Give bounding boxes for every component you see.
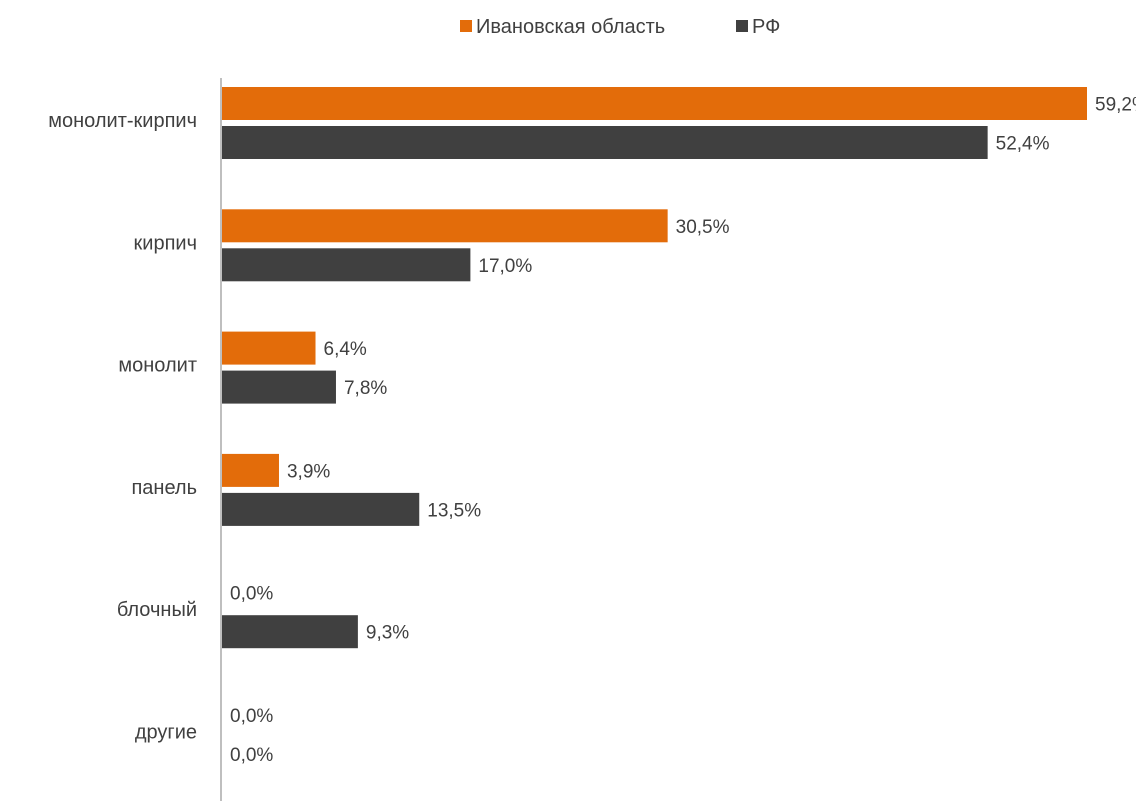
bar-rf [222, 126, 988, 159]
bar-ivanovo [222, 331, 316, 365]
bar-rf [222, 370, 336, 404]
bar-rf [222, 492, 420, 526]
bar-ivanovo [222, 87, 1087, 120]
data-label-rf: 9,3% [366, 623, 409, 644]
legend-label-ivanovo: Ивановская область [476, 16, 665, 38]
data-label-rf: 7,8% [344, 378, 387, 399]
category-label: монолит [118, 355, 197, 377]
category-label: блочный [117, 599, 197, 621]
data-label-rf: 13,5% [427, 500, 481, 521]
data-label-ivanovo: 0,0% [230, 706, 273, 727]
data-label-rf: 52,4% [996, 134, 1050, 155]
bar-ivanovo [222, 453, 279, 487]
legend-swatch-rf [736, 20, 748, 32]
legend-label-rf: РФ [752, 16, 780, 38]
bars [222, 87, 1087, 649]
category-label: панель [131, 477, 197, 499]
data-label-ivanovo: 59,2% [1095, 95, 1136, 116]
data-label-rf: 0,0% [230, 745, 273, 766]
category-label: монолит-кирпич [48, 110, 197, 132]
category-label: другие [135, 722, 197, 744]
bar-rf [222, 615, 358, 649]
legend-swatch-ivanovo [460, 20, 472, 32]
data-label-ivanovo: 6,4% [324, 339, 367, 360]
data-label-ivanovo: 30,5% [676, 217, 730, 238]
bar-ivanovo [222, 209, 668, 243]
data-label-rf: 17,0% [478, 256, 532, 277]
value-labels: 59,2% 52,4% 30,5% 17,0% 6,4% 7,8% 3,9% 13,5% 0,0… [230, 95, 1136, 767]
data-label-ivanovo: 3,9% [287, 461, 330, 482]
category-label: кирпич [134, 232, 197, 254]
bar-rf [222, 248, 471, 282]
data-label-ivanovo: 0,0% [230, 584, 273, 605]
legend: Ивановская область РФ [460, 16, 780, 38]
category-labels: монолит-кирпич кирпич монолит панель блочный… [48, 110, 197, 744]
